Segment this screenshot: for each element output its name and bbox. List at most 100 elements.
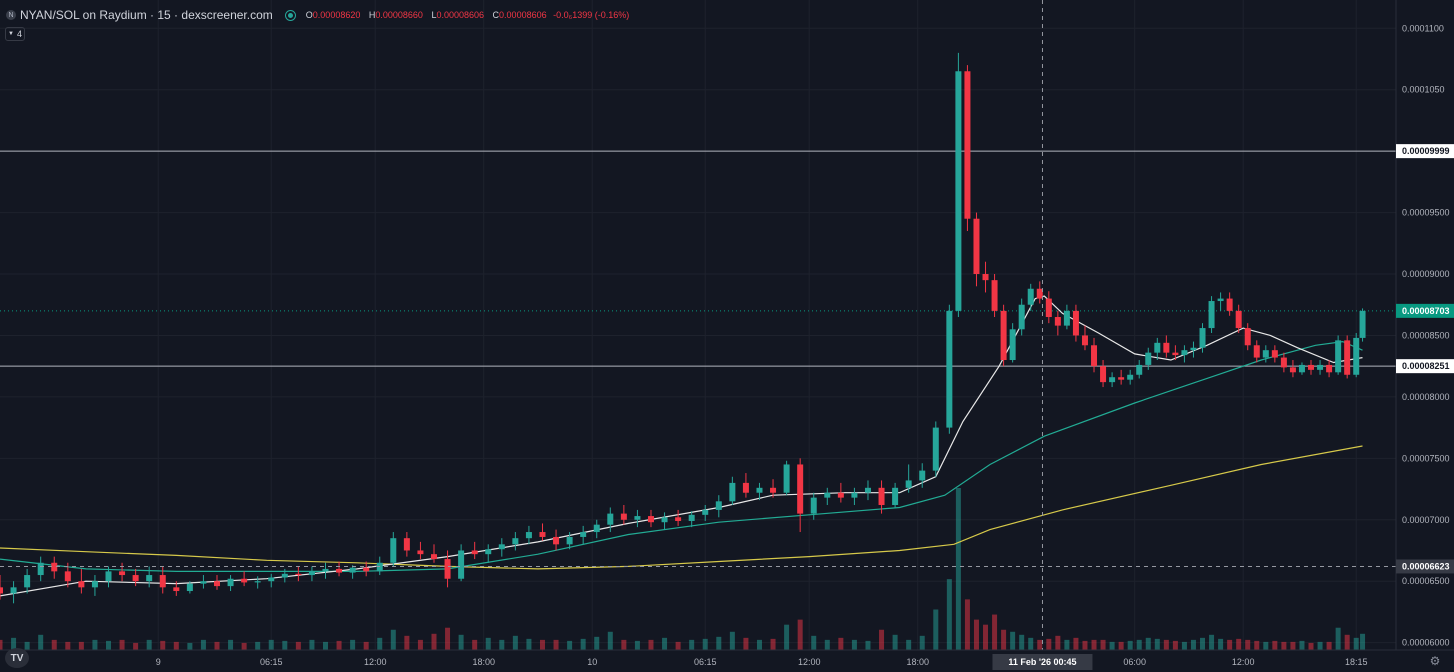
candle-body[interactable]: [973, 218, 980, 275]
candle-body[interactable]: [363, 567, 370, 572]
candle-body[interactable]: [173, 587, 180, 592]
candle-body[interactable]: [919, 470, 926, 481]
candle-body[interactable]: [471, 550, 478, 555]
candle-body[interactable]: [593, 524, 600, 533]
candle-body[interactable]: [132, 575, 139, 582]
candle-body[interactable]: [742, 482, 749, 493]
candle-body[interactable]: [146, 575, 153, 582]
candle-body[interactable]: [1091, 345, 1098, 367]
candle-body[interactable]: [1235, 310, 1242, 329]
candle-body[interactable]: [1253, 345, 1260, 358]
candle-body[interactable]: [1072, 310, 1079, 336]
candle-body[interactable]: [268, 577, 275, 582]
candle-body[interactable]: [991, 280, 998, 311]
candle-body[interactable]: [553, 536, 560, 545]
indicators-toggle[interactable]: ▼ 4: [5, 27, 25, 41]
candle-body[interactable]: [78, 581, 85, 588]
candle-body[interactable]: [336, 568, 343, 573]
candle-body[interactable]: [539, 532, 546, 537]
candle-body[interactable]: [0, 587, 3, 594]
candle-body[interactable]: [51, 562, 58, 572]
candle-body[interactable]: [105, 571, 112, 582]
candle-body[interactable]: [322, 568, 329, 572]
candle-body[interactable]: [1317, 364, 1324, 370]
chart-title[interactable]: NYAN/SOL on Raydium · 15 · dexscreener.c…: [20, 8, 273, 22]
candle-body[interactable]: [213, 581, 220, 587]
candle-body[interactable]: [1109, 377, 1116, 383]
candle-body[interactable]: [756, 487, 763, 493]
candle-body[interactable]: [661, 517, 668, 523]
candle-body[interactable]: [1154, 342, 1161, 353]
candle-body[interactable]: [1298, 364, 1305, 373]
candle-body[interactable]: [159, 575, 166, 588]
candle-body[interactable]: [281, 573, 288, 578]
candle-body[interactable]: [1172, 352, 1179, 356]
candle-body[interactable]: [770, 487, 777, 493]
candle-body[interactable]: [620, 513, 627, 520]
candle-body[interactable]: [982, 274, 989, 281]
candle-body[interactable]: [1262, 350, 1269, 358]
candle-body[interactable]: [1018, 304, 1025, 330]
candle-body[interactable]: [1226, 298, 1233, 311]
candle-body[interactable]: [729, 482, 736, 502]
candlesticks[interactable]: [0, 52, 1366, 604]
candle-body[interactable]: [390, 538, 397, 563]
candle-body[interactable]: [498, 544, 505, 550]
candle-body[interactable]: [1344, 340, 1351, 375]
candle-body[interactable]: [946, 310, 953, 428]
candle-body[interactable]: [1045, 298, 1052, 318]
candle-body[interactable]: [892, 487, 899, 506]
candle-body[interactable]: [878, 487, 885, 506]
candle-body[interactable]: [1308, 364, 1315, 370]
candle-body[interactable]: [1036, 288, 1043, 299]
tradingview-logo[interactable]: TV: [5, 648, 29, 668]
candle-body[interactable]: [824, 492, 831, 498]
candle-body[interactable]: [702, 509, 709, 515]
candle-body[interactable]: [444, 559, 451, 579]
candle-body[interactable]: [24, 575, 31, 588]
candle-body[interactable]: [1217, 298, 1224, 302]
candle-body[interactable]: [186, 583, 193, 592]
candle-body[interactable]: [254, 581, 261, 583]
candle-body[interactable]: [1081, 335, 1088, 346]
time-axis[interactable]: 9 06:15 12:00 18:00 10 06:15 12:00 18:00 06:00 12…: [0, 649, 1454, 672]
candle-body[interactable]: [1280, 357, 1287, 368]
candle-body[interactable]: [675, 517, 682, 521]
candle-body[interactable]: [1009, 329, 1016, 361]
candle-body[interactable]: [1027, 288, 1034, 305]
candle-body[interactable]: [1244, 328, 1251, 346]
candle-body[interactable]: [376, 562, 383, 572]
candle-body[interactable]: [430, 554, 437, 560]
candle-body[interactable]: [458, 550, 465, 579]
candle-body[interactable]: [37, 562, 44, 576]
candle-body[interactable]: [688, 514, 695, 521]
candle-body[interactable]: [932, 427, 939, 471]
candle-body[interactable]: [1063, 310, 1070, 326]
candle-body[interactable]: [1163, 342, 1170, 353]
candle-body[interactable]: [525, 532, 532, 539]
candle-body[interactable]: [1289, 367, 1296, 373]
candle-body[interactable]: [1000, 310, 1007, 361]
candle-body[interactable]: [1353, 337, 1360, 375]
candle-body[interactable]: [1136, 364, 1143, 375]
candle-body[interactable]: [1118, 377, 1125, 380]
candle-body[interactable]: [797, 464, 804, 514]
candle-body[interactable]: [485, 549, 492, 555]
candle-body[interactable]: [783, 464, 790, 493]
candle-body[interactable]: [1145, 352, 1152, 365]
candle-body[interactable]: [1100, 366, 1107, 383]
candle-body[interactable]: [403, 538, 410, 551]
candle-body[interactable]: [1335, 340, 1342, 373]
candle-body[interactable]: [647, 516, 654, 523]
candle-body[interactable]: [91, 581, 98, 588]
candle-body[interactable]: [241, 578, 248, 583]
candle-body[interactable]: [837, 492, 844, 498]
candle-body[interactable]: [715, 501, 722, 510]
candle-body[interactable]: [417, 550, 424, 555]
candle-body[interactable]: [119, 571, 126, 576]
candle-body[interactable]: [1359, 310, 1366, 338]
candle-body[interactable]: [810, 497, 817, 514]
candle-body[interactable]: [64, 571, 71, 582]
candle-body[interactable]: [1199, 328, 1206, 348]
